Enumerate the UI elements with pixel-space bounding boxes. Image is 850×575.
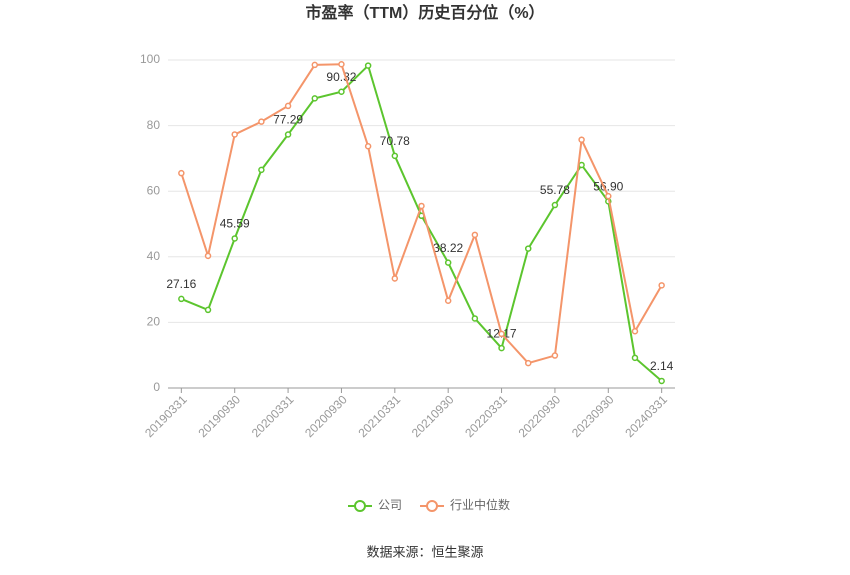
point bbox=[258, 166, 265, 174]
point bbox=[631, 328, 639, 335]
chart-title: 市盈率（TTM）历史百分位（%） bbox=[305, 3, 544, 22]
point bbox=[605, 192, 612, 200]
point bbox=[498, 344, 505, 352]
point bbox=[444, 259, 452, 266]
source: 数据来源：恒生聚源 bbox=[366, 544, 483, 559]
point bbox=[631, 354, 639, 362]
point bbox=[471, 315, 479, 322]
data-label: 2.14 bbox=[650, 359, 674, 373]
data-label: 27.16 bbox=[166, 277, 196, 291]
x-tick-label: 20200331 bbox=[249, 392, 297, 440]
point bbox=[338, 61, 345, 68]
legend-label: 公司 bbox=[378, 498, 402, 512]
data-label: 77.29 bbox=[273, 113, 303, 127]
point bbox=[231, 235, 238, 242]
x-tick-label: 20230930 bbox=[569, 392, 617, 440]
point bbox=[471, 231, 479, 239]
y-tick-label: 40 bbox=[147, 249, 161, 263]
point bbox=[658, 377, 665, 385]
y-tick-label: 100 bbox=[140, 52, 160, 66]
point bbox=[524, 359, 532, 367]
x-tick-label: 20190930 bbox=[195, 392, 243, 440]
point bbox=[204, 252, 212, 260]
point bbox=[498, 330, 505, 338]
legend-marker bbox=[354, 500, 366, 512]
point bbox=[231, 131, 238, 138]
y-tick-label: 0 bbox=[153, 380, 160, 394]
point bbox=[311, 95, 319, 102]
point bbox=[284, 131, 292, 138]
point bbox=[311, 61, 319, 69]
x-tick-label: 20210930 bbox=[409, 392, 457, 440]
x-tick-label: 20220930 bbox=[516, 392, 564, 440]
point bbox=[364, 143, 372, 150]
x-tick-label: 20190331 bbox=[142, 392, 190, 440]
point bbox=[338, 88, 345, 96]
legend-marker bbox=[426, 500, 439, 512]
point bbox=[658, 282, 665, 289]
point bbox=[178, 295, 185, 303]
data-label: 55.78 bbox=[540, 183, 570, 197]
point bbox=[364, 62, 372, 69]
x-tick-label: 20220331 bbox=[462, 392, 510, 440]
point bbox=[551, 352, 559, 359]
x-tick-label: 20200930 bbox=[302, 392, 350, 440]
x-tick-label: 20210331 bbox=[356, 392, 404, 440]
x-tick-label: 20240331 bbox=[622, 392, 670, 440]
series-line bbox=[180, 63, 663, 382]
y-tick-label: 60 bbox=[147, 183, 161, 197]
point bbox=[578, 136, 585, 143]
data-label: 38.22 bbox=[433, 241, 463, 255]
data-label: 45.59 bbox=[220, 217, 250, 231]
legend-label: 行业中位数 bbox=[450, 497, 510, 512]
point bbox=[524, 245, 532, 252]
y-tick-label: 80 bbox=[147, 118, 161, 132]
point bbox=[284, 102, 292, 110]
data-label: 56.90 bbox=[593, 180, 623, 194]
point bbox=[178, 169, 185, 177]
point bbox=[551, 201, 559, 209]
point bbox=[391, 275, 399, 282]
y-tick-label: 20 bbox=[147, 315, 161, 329]
point bbox=[444, 297, 452, 305]
data-label: 70.78 bbox=[380, 134, 410, 148]
point bbox=[391, 152, 399, 160]
point bbox=[418, 202, 425, 210]
point bbox=[204, 306, 212, 314]
data-label: 90.32 bbox=[326, 70, 356, 84]
point bbox=[578, 161, 585, 169]
point bbox=[258, 118, 265, 125]
